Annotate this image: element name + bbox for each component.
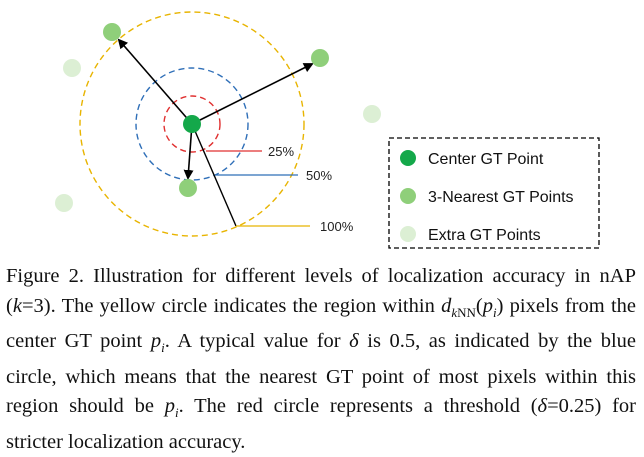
- extra-gt-point: [63, 59, 81, 77]
- yellow-circle: [79, 11, 305, 237]
- caption-label: Figure 2.: [6, 265, 85, 287]
- arrow-to-nearest-2: [191, 63, 314, 125]
- extra-gt-point: [363, 105, 381, 123]
- caption-text-7: . The red circle represents a threshold …: [178, 395, 538, 418]
- caption-text-4: ) pixels from the center GT point: [6, 294, 636, 353]
- caption-d: d: [441, 294, 452, 317]
- caption-dsub2: NN: [457, 304, 476, 320]
- nearest-gt-point: [311, 49, 329, 67]
- caption-delta-1: δ: [349, 330, 359, 353]
- caption-pisub-2: i: [161, 340, 165, 356]
- legend-label-extra: Extra GT Points: [428, 227, 541, 244]
- caption-k: k: [12, 294, 22, 317]
- leader-label-100: 100%: [320, 219, 354, 234]
- legend-swatch-extra: [400, 226, 416, 242]
- caption-text-6: is 0.5, as indicated by the blue circle,…: [6, 330, 636, 418]
- blue-circle: [135, 67, 249, 181]
- center-gt-point: [183, 115, 201, 133]
- nearest-gt-point: [103, 23, 121, 41]
- caption-pisub-1: i: [492, 304, 497, 320]
- caption-text-1: Illustration for different levels of loc…: [6, 265, 636, 317]
- leader-label-25: 25%: [268, 144, 294, 159]
- leader-label-50: 50%: [306, 168, 332, 183]
- caption-pi-3: p: [164, 395, 175, 418]
- legend-label-nearest: 3-Nearest GT Points: [428, 189, 574, 206]
- arrow-to-nearest-1: [117, 38, 193, 125]
- caption-text-2: =3). The yellow circle indicates the reg…: [21, 294, 442, 317]
- caption-pisub-3: i: [174, 405, 179, 421]
- caption-dsub: k: [451, 304, 458, 320]
- legend-swatch-center: [400, 150, 416, 166]
- arrow-to-nearest-3: [183, 123, 194, 180]
- figure-caption: Figure 2. Illustration for different lev…: [6, 262, 636, 457]
- nearest-gt-point: [179, 179, 197, 197]
- caption-delta-2: δ: [537, 395, 548, 418]
- legend-swatch-nearest: [400, 188, 416, 204]
- extra-gt-point: [55, 194, 73, 212]
- radius-line: [191, 123, 237, 227]
- illustration-figure: 25% 50% 100% Center GT Point 3-Nearest G…: [55, 11, 600, 249]
- caption-pi-2: p: [150, 330, 162, 353]
- legend-box: [388, 137, 600, 249]
- caption-paren: (: [475, 294, 483, 317]
- caption-pi-1: p: [482, 294, 493, 317]
- red-circle: [163, 95, 221, 153]
- legend-label-center: Center GT Point: [428, 151, 544, 168]
- caption-text-5: . A typical value for: [164, 330, 350, 353]
